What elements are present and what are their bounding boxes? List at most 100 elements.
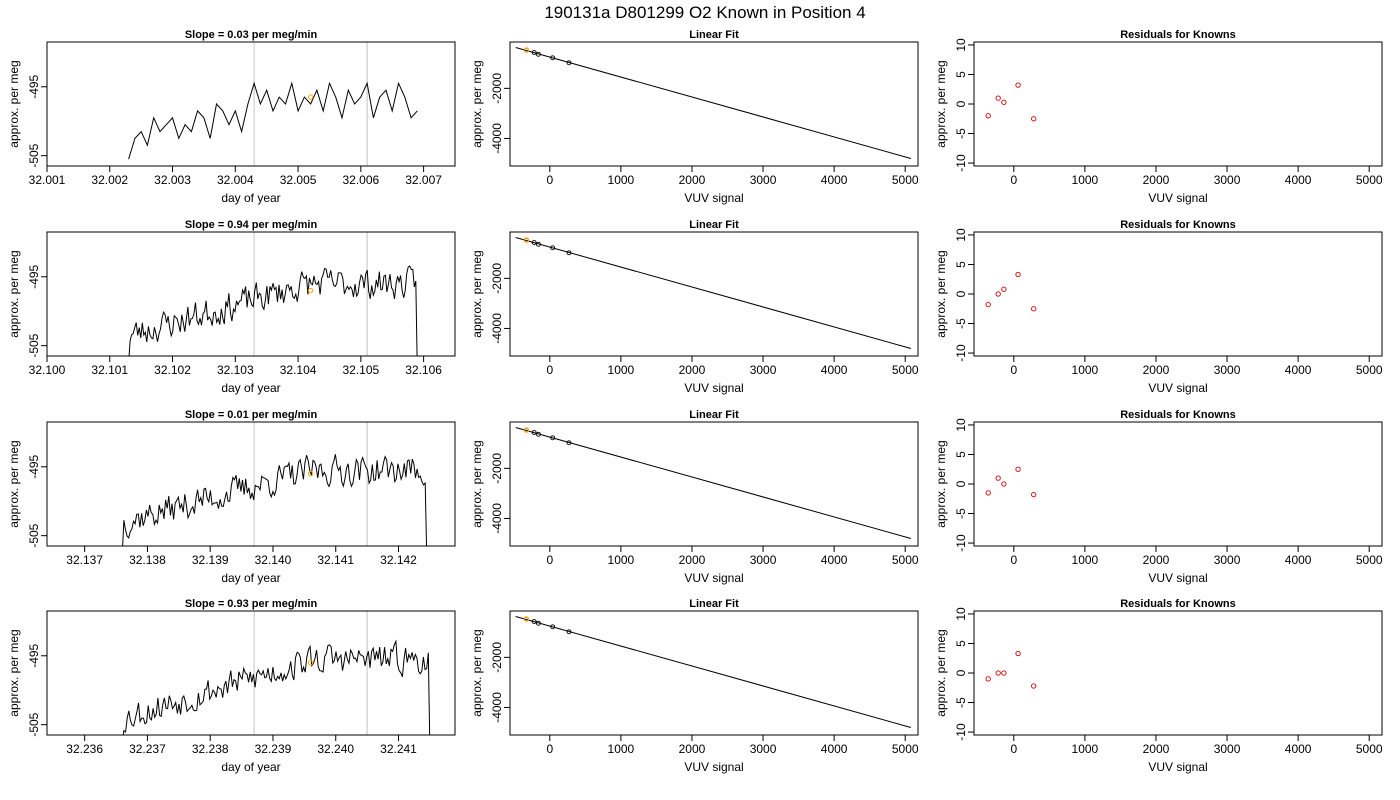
x-tick-label: 32.100 [29, 363, 66, 377]
plot-frame [46, 41, 456, 167]
y-tick-label: -495 [27, 454, 41, 478]
fit-point [566, 440, 572, 446]
residual-point [1001, 99, 1007, 105]
x-tick-label: 2000 [1143, 173, 1170, 187]
x-tick-label: 0 [546, 553, 553, 567]
y-tick-label: -2000 [490, 453, 504, 484]
plot-panel-2-1: Linear Fit 0 1000 2000 3000 4000 5000 -4000 -200… [470, 409, 919, 585]
x-tick-label: 3000 [750, 363, 777, 377]
y-tick-label: -505 [27, 143, 41, 167]
y-tick-label: -505 [27, 333, 41, 357]
residual-point [1031, 683, 1037, 689]
y-tick-label: 0 [954, 100, 968, 107]
residual-point [1031, 116, 1037, 122]
x-tick-label: 3000 [1214, 363, 1241, 377]
plot-panel-2-0: Slope = 0.01 per meg/min 32.137 32.138 32.1… [7, 409, 456, 585]
x-tick-label: 0 [1010, 173, 1017, 187]
x-axis-label: VUV signal [684, 571, 743, 585]
y-tick-label: -10 [954, 534, 968, 552]
x-tick-label: 32.105 [342, 363, 379, 377]
x-tick-label: 0 [1010, 363, 1017, 377]
x-tick-label: 4000 [1285, 363, 1312, 377]
x-tick-label: 1000 [1072, 363, 1099, 377]
y-tick-label: -2000 [490, 642, 504, 673]
residual-point [1031, 306, 1037, 312]
x-tick-label: 2000 [679, 742, 706, 756]
x-tick-label: 2000 [1143, 553, 1170, 567]
plot-frame [509, 231, 919, 357]
x-tick-label: 4000 [821, 173, 848, 187]
residual-point [985, 490, 991, 496]
y-tick-label: -5 [954, 697, 968, 708]
y-tick-label: 10 [954, 607, 968, 621]
y-axis-label: approx. per meg [7, 440, 21, 527]
x-tick-label: 1000 [608, 553, 635, 567]
x-tick-label: 32.138 [129, 553, 166, 567]
plot-data-area [985, 82, 1037, 122]
fit-point [535, 431, 541, 437]
x-tick-label: 5000 [1356, 363, 1383, 377]
x-tick-label: 32.141 [317, 553, 354, 567]
highlight-point [307, 94, 314, 100]
x-tick-label: 0 [1010, 742, 1017, 756]
y-axis-label: approx. per meg [934, 60, 948, 147]
highlight-point [523, 47, 530, 53]
x-tick-label: 32.103 [217, 363, 254, 377]
y-tick-label: 5 [954, 261, 968, 268]
residual-point [995, 670, 1001, 676]
plot-title: Residuals for Knowns [1120, 29, 1236, 41]
y-tick-label: -10 [954, 344, 968, 362]
plot-data-area [515, 427, 912, 539]
x-axis-label: VUV signal [1148, 571, 1207, 585]
x-tick-label: 3000 [1214, 173, 1241, 187]
highlight-point [523, 616, 530, 622]
y-tick-label: -495 [27, 643, 41, 667]
x-tick-label: 32.239 [255, 742, 292, 756]
signal-trace [128, 265, 418, 356]
signal-trace [122, 639, 431, 735]
residual-point [995, 95, 1001, 101]
y-tick-label: -10 [954, 154, 968, 172]
fit-point [531, 430, 537, 435]
x-tick-label: 3000 [750, 173, 777, 187]
plot-title: Residuals for Knowns [1120, 409, 1236, 421]
y-tick-label: -495 [27, 74, 41, 98]
x-axis-label: day of year [221, 760, 280, 774]
plot-data-area [985, 466, 1037, 498]
plot-data-area [515, 616, 912, 728]
x-tick-label: 5000 [892, 553, 919, 567]
x-tick-label: 32.001 [29, 173, 66, 187]
x-tick-label: 1000 [608, 173, 635, 187]
fit-point [550, 245, 556, 251]
y-tick-label: -10 [954, 723, 968, 741]
fit-point [531, 240, 537, 245]
fit-point [531, 50, 537, 55]
plot-title: Slope = 0.03 per meg/min [185, 29, 318, 41]
fit-line [515, 616, 912, 728]
plot-frame [509, 41, 919, 167]
highlight-point [523, 237, 530, 243]
x-tick-label: 5000 [1356, 742, 1383, 756]
x-axis-label: VUV signal [1148, 381, 1207, 395]
plot-panel-1-2: Residuals for Knowns 0 1000 2000 3000 4000 500… [934, 219, 1383, 395]
fit-point [535, 620, 541, 626]
x-tick-label: 32.006 [342, 173, 379, 187]
fit-line [515, 427, 912, 539]
plot-title: Linear Fit [689, 598, 739, 610]
y-tick-label: 0 [954, 669, 968, 676]
y-tick-label: 0 [954, 480, 968, 487]
x-tick-label: 3000 [750, 553, 777, 567]
x-tick-label: 32.106 [405, 363, 442, 377]
y-tick-label: -4000 [490, 313, 504, 344]
x-tick-label: 2000 [1143, 742, 1170, 756]
x-tick-label: 32.238 [192, 742, 229, 756]
fit-point [550, 55, 556, 61]
x-tick-label: 32.104 [280, 363, 317, 377]
plot-title: Slope = 0.94 per meg/min [185, 219, 318, 231]
plot-panel-3-2: Residuals for Knowns 0 1000 2000 3000 4000 500… [934, 598, 1383, 774]
y-tick-label: -505 [27, 712, 41, 736]
residual-point [985, 676, 991, 682]
x-tick-label: 5000 [892, 173, 919, 187]
y-axis-label: approx. per meg [934, 629, 948, 716]
y-tick-label: -5 [954, 318, 968, 329]
